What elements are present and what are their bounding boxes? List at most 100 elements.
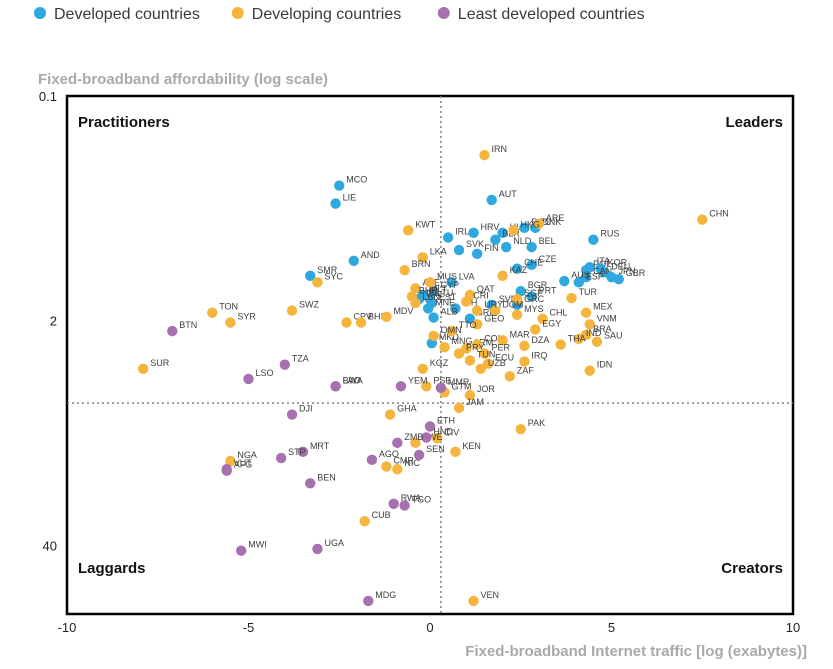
point-tza <box>279 359 290 370</box>
point-mne <box>422 303 434 314</box>
point-cyp <box>428 285 439 297</box>
point-arm <box>461 343 472 354</box>
point-label-kaz: KAZ <box>510 265 528 275</box>
y-tick-label: 0.1 <box>39 89 57 104</box>
point-dom <box>490 305 501 316</box>
point-label-ltu: LTU <box>437 288 453 298</box>
point-dza <box>519 340 530 352</box>
point-label-ken: KEN <box>462 441 481 451</box>
point-smr <box>305 270 316 282</box>
point-geo <box>471 319 483 330</box>
point-brn <box>399 264 410 276</box>
point-mdv <box>381 311 392 322</box>
point-label-eth: ETH <box>437 415 455 425</box>
point-label-tur: TUR <box>579 287 598 297</box>
point-mrt <box>297 446 309 458</box>
point-label-ita: ITA <box>597 256 610 266</box>
point-label-syr: SYR <box>237 311 256 321</box>
point-nga <box>225 455 236 467</box>
point-label-hkg: HKG <box>520 219 540 229</box>
point-label-bgr: BGR <box>528 280 548 290</box>
point-cri <box>461 296 472 307</box>
point-yem <box>395 381 407 392</box>
point-label-alb: ALB <box>441 307 458 317</box>
point-label-tza: TZA <box>292 354 309 364</box>
point-bih <box>450 303 461 314</box>
point-label-lso: LSO <box>256 368 274 378</box>
point-nld <box>501 241 512 253</box>
point-label-deu: DEU <box>611 261 630 271</box>
point-bhs <box>355 317 367 328</box>
point-label-hnd: HND <box>433 426 453 436</box>
point-label-lka: LKA <box>430 246 447 256</box>
point-bgr <box>515 285 526 297</box>
point-label-chl: CHL <box>550 308 568 318</box>
point-label-mys: MYS <box>524 304 544 314</box>
point-kaz <box>497 270 508 282</box>
point-lbn <box>410 297 421 309</box>
point-pak <box>515 423 526 435</box>
point-label-rus: RUS <box>600 229 619 239</box>
point-nic <box>392 463 403 475</box>
point-label-mar: MAR <box>510 329 530 339</box>
point-sau <box>591 336 603 347</box>
point-label-tha: THA <box>568 334 586 344</box>
point-omn <box>428 330 439 342</box>
point-label-stp: STP <box>288 447 306 457</box>
point-svk <box>453 244 465 256</box>
point-label-egy: EGY <box>542 318 561 328</box>
point-chn <box>697 214 708 225</box>
point-label-sen: SEN <box>426 444 445 454</box>
point-per <box>479 348 490 359</box>
point-label-ben: BEN <box>317 472 336 482</box>
point-label-aus: AUS <box>571 270 590 280</box>
point-label-srb: SRB <box>477 308 496 318</box>
x-tick-label: 10 <box>786 620 800 635</box>
point-cub <box>359 515 370 527</box>
point-label-pak: PAK <box>528 418 545 428</box>
point-civ <box>432 433 443 444</box>
point-mng <box>439 342 450 353</box>
point-idn <box>584 365 595 376</box>
point-label-irn: IRN <box>491 144 507 154</box>
point-hnd <box>421 432 432 443</box>
point-label-mco: MCO <box>346 175 367 185</box>
point-label-bhs: BHS <box>368 311 387 321</box>
point-label-aut: AUT <box>499 189 518 199</box>
point-label-smr: SMR <box>317 265 338 275</box>
point-label-mlt: MLT <box>430 284 448 294</box>
point-label-vut: VUT <box>234 458 253 468</box>
point-kwt <box>403 225 414 236</box>
point-label-yem: YEM <box>408 375 428 385</box>
point-hkg <box>508 225 519 236</box>
point-label-tto: TTO <box>459 320 477 330</box>
point-cpv <box>341 317 352 328</box>
point-label-dnk: DNK <box>542 217 561 227</box>
point-tgo <box>399 500 410 511</box>
point-label-gbr: GBR <box>626 268 646 278</box>
point-label-sur: SUR <box>150 358 170 368</box>
point-tun <box>464 355 476 366</box>
point-uzb <box>475 363 487 374</box>
point-label-idn: IDN <box>597 360 613 370</box>
point-label-gtm: GTM <box>452 381 472 391</box>
point-label-pse: PSE <box>433 375 451 385</box>
point-label-lbn: LBN <box>422 292 440 302</box>
point-label-lva: LVA <box>459 271 475 281</box>
point-bwa <box>330 381 341 392</box>
point-ton <box>207 307 218 318</box>
point-label-uzb: UZB <box>488 358 506 368</box>
point-label-mng: MNG <box>452 336 473 346</box>
point-label-col: COL <box>484 334 503 344</box>
point-mar <box>497 335 508 346</box>
point-irl <box>442 232 454 243</box>
point-ury <box>471 305 483 316</box>
point-ken <box>450 446 461 458</box>
point-label-afg: AFG <box>234 460 253 470</box>
point-pse <box>421 381 432 392</box>
point-label-cub: CUB <box>372 510 391 520</box>
data-points: MCOLIEANDSMRAUTIRLHRVHUNBLRDNKROUNLDBELS… <box>138 144 729 607</box>
y-tick-label: 40 <box>43 538 57 553</box>
point-label-dza: DZA <box>531 335 549 345</box>
point-label-arm: ARM <box>473 338 493 348</box>
